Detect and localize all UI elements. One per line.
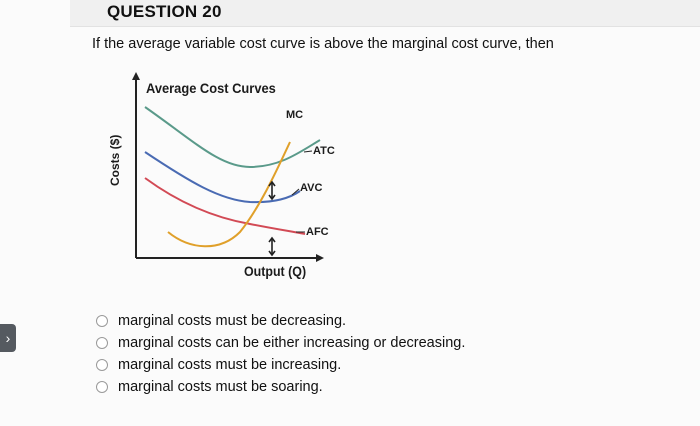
- y-axis-label: Costs ($): [108, 134, 122, 186]
- avc-label: AVC: [300, 182, 323, 194]
- answer-option-label: marginal costs must be increasing.: [118, 357, 342, 373]
- average-cost-curves-figure: Average Cost Curves Costs ($) Output (Q)…: [100, 72, 360, 282]
- question-header-band: [70, 0, 700, 27]
- x-axis-label: Output (Q): [244, 264, 307, 279]
- answer-option-label: marginal costs can be either increasing …: [118, 335, 466, 351]
- cost-curves-graph: [132, 72, 324, 262]
- mc-label: MC: [286, 109, 304, 121]
- mc-curve: [167, 141, 291, 248]
- answer-option-label: marginal costs must be decreasing.: [118, 313, 347, 329]
- atc-label: ATC: [313, 145, 335, 157]
- atc-label-leader: [303, 150, 313, 153]
- atc-curve: [144, 106, 321, 169]
- avc-curve: [144, 151, 301, 204]
- afc-label: AFC: [306, 226, 329, 238]
- chevron-right-icon[interactable]: ›: [0, 324, 16, 352]
- figure-title: Average Cost Curves: [146, 80, 276, 96]
- answer-option-2[interactable]: marginal costs can be either increasing …: [96, 332, 465, 354]
- afc-distance-arrow: [268, 236, 276, 257]
- question-text: If the average variable cost curve is ab…: [92, 36, 554, 52]
- answer-option-3[interactable]: marginal costs must be increasing.: [96, 354, 465, 376]
- radio-button[interactable]: [96, 337, 108, 349]
- avc-label-leader: [291, 188, 300, 196]
- answer-options: marginal costs must be decreasing. margi…: [96, 310, 465, 398]
- afc-curve: [144, 177, 306, 235]
- radio-button[interactable]: [96, 381, 108, 393]
- radio-button[interactable]: [96, 359, 108, 371]
- x-axis-arrowhead: [316, 254, 324, 262]
- radio-button[interactable]: [96, 315, 108, 327]
- answer-option-4[interactable]: marginal costs must be soaring.: [96, 376, 465, 398]
- y-axis-arrowhead: [132, 72, 140, 80]
- answer-option-label: marginal costs must be soaring.: [118, 379, 323, 395]
- atc-avc-gap-arrow: [268, 180, 276, 201]
- answer-option-1[interactable]: marginal costs must be decreasing.: [96, 310, 465, 332]
- question-title: QUESTION 20: [107, 2, 222, 21]
